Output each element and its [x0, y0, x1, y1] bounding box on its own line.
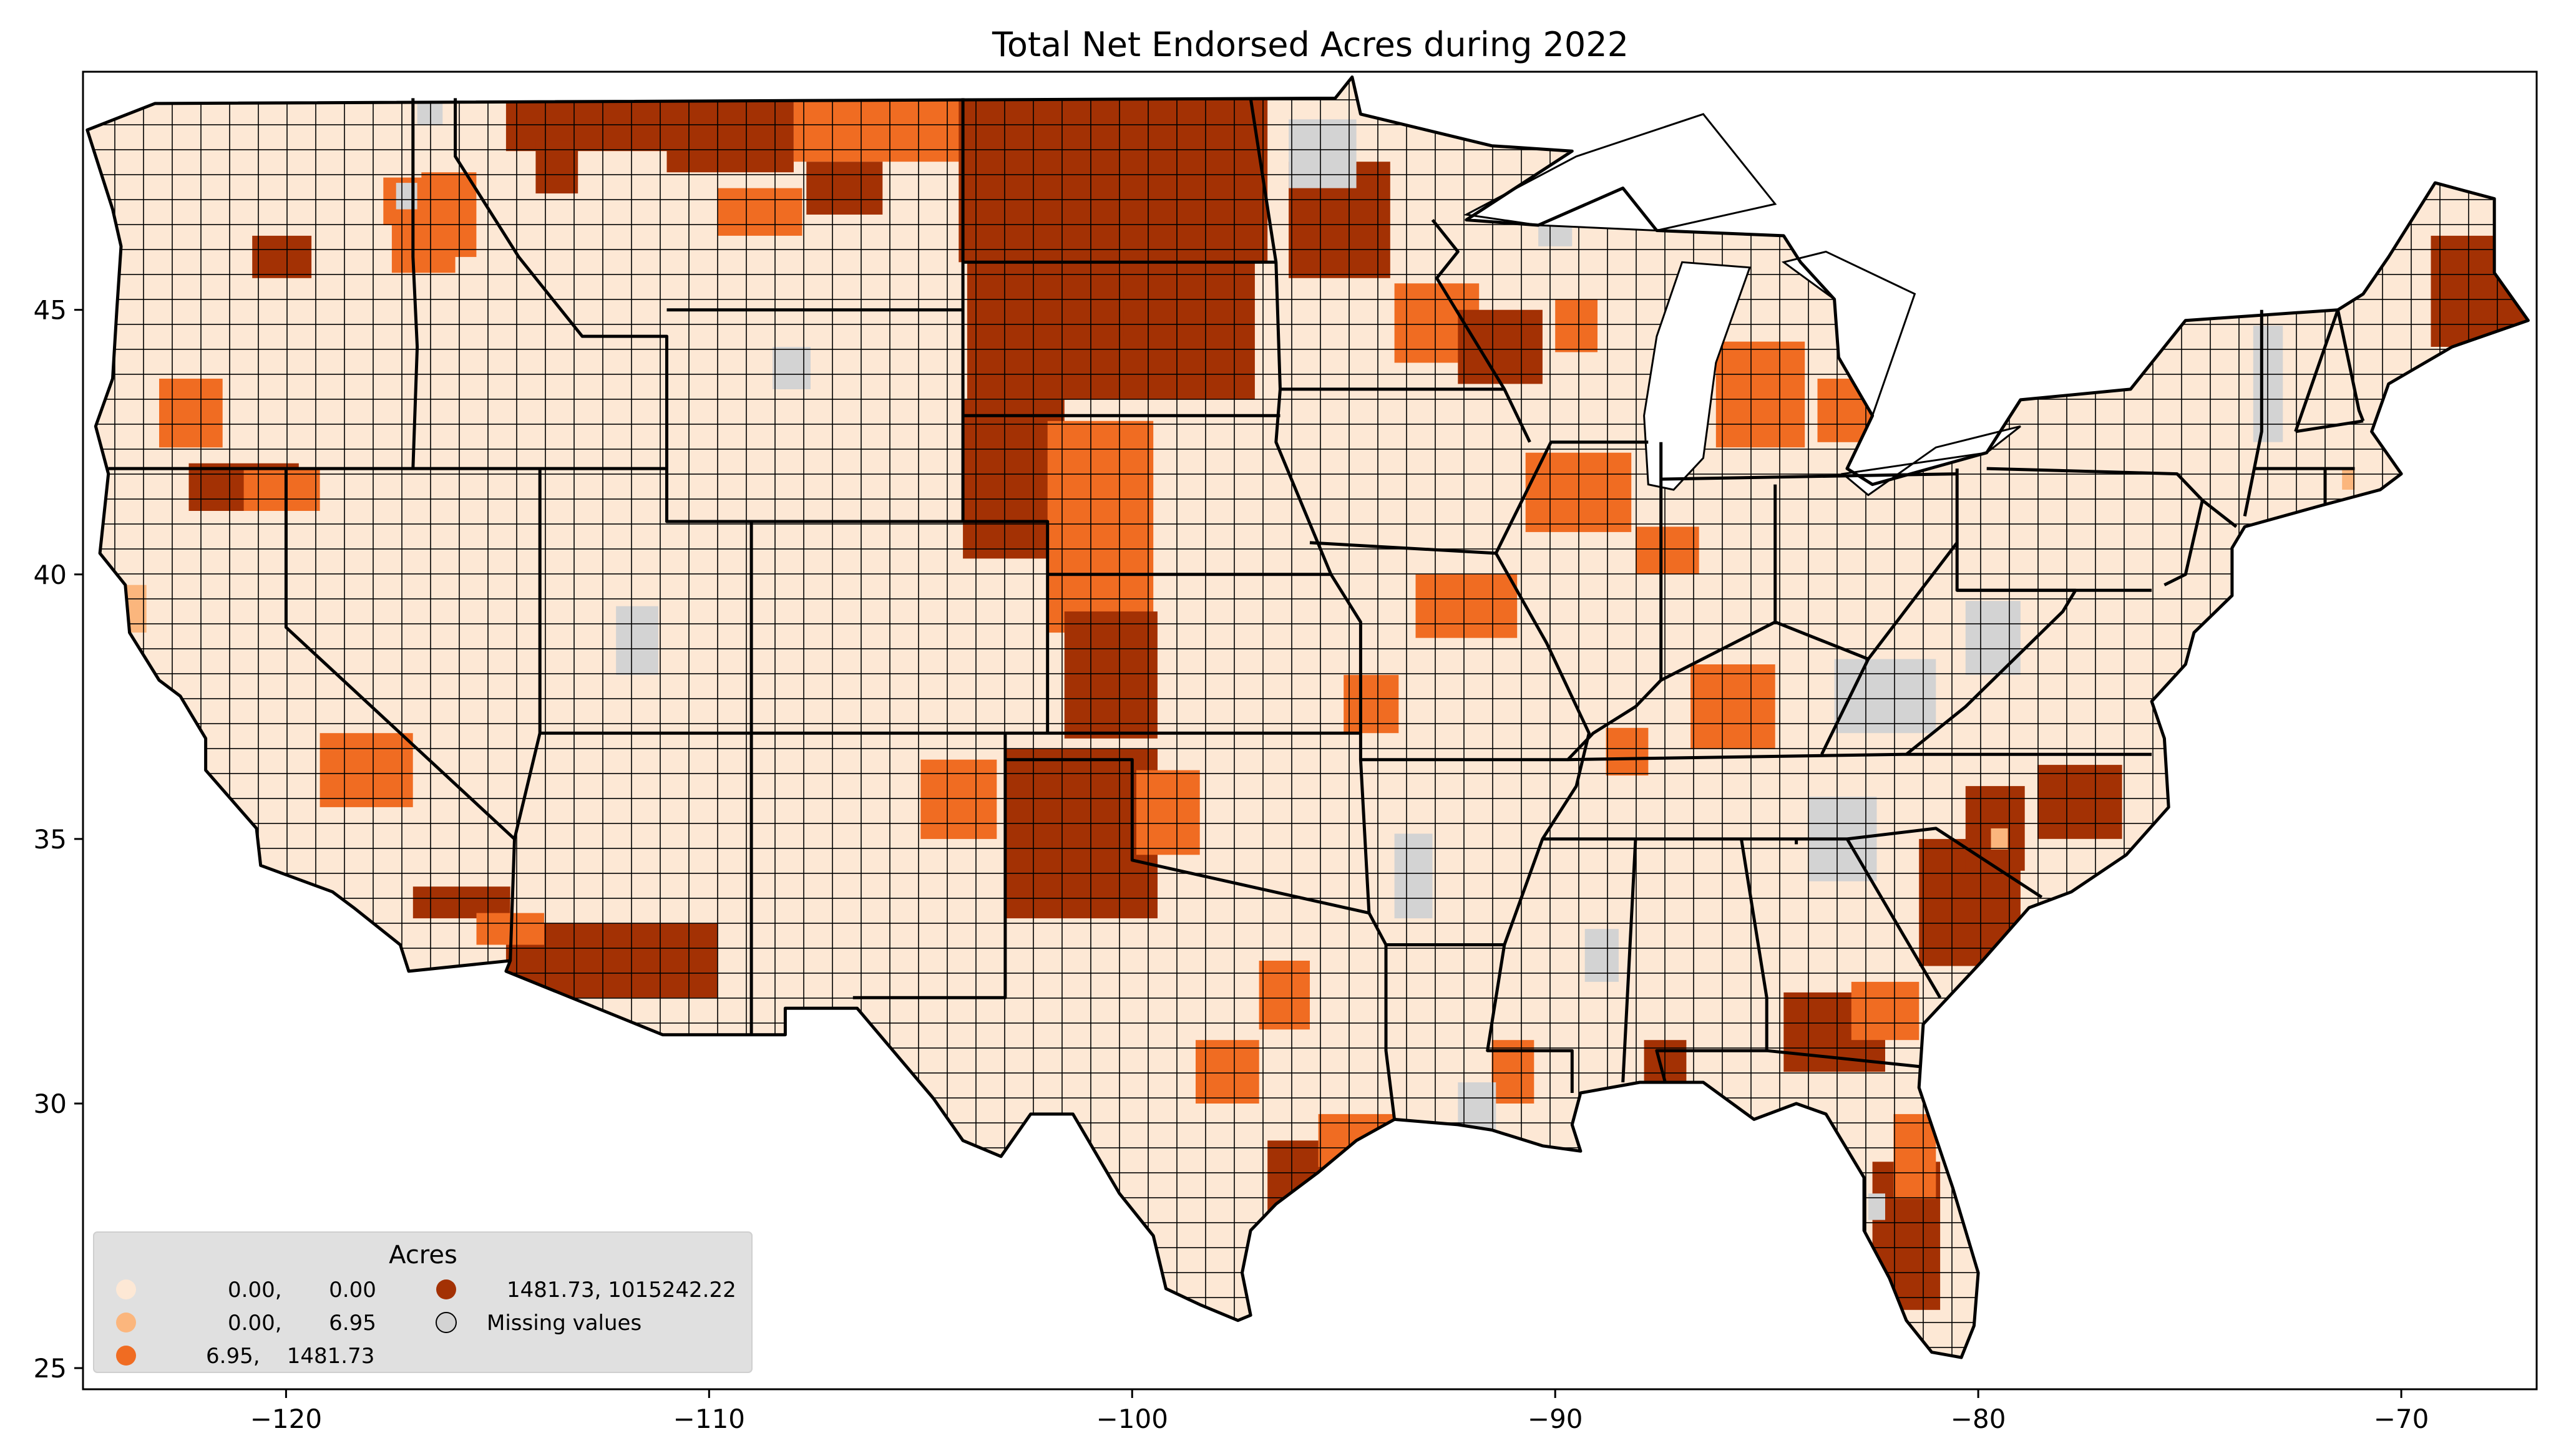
- state-border-32: [1905, 542, 2077, 756]
- state-border-6: [666, 520, 753, 1035]
- x-tick-label: −120: [250, 1404, 322, 1434]
- state-border-13: [1005, 758, 1370, 915]
- map-title: Total Net Endorsed Acres during 2022: [992, 25, 1629, 64]
- state-borders: [108, 98, 2365, 1120]
- x-tick-label: −100: [1096, 1404, 1168, 1434]
- legend-title: Acres: [389, 1241, 457, 1269]
- x-tick-label: −70: [2374, 1404, 2429, 1434]
- y-tick-label: 25: [34, 1353, 67, 1384]
- state-border-16: [1309, 440, 1649, 555]
- state-border-0: [411, 98, 419, 469]
- legend-label-class2: 6.95, 1481.73: [206, 1344, 374, 1369]
- state-border-26: [1621, 838, 1637, 1083]
- legend-box: [93, 1231, 753, 1373]
- state-border-17: [1431, 218, 1531, 443]
- state-border-41: [2294, 309, 2339, 432]
- legend-swatch-class1: [116, 1313, 136, 1332]
- lake-shape: [1840, 425, 2021, 497]
- x-tick-label: −90: [1528, 1404, 1583, 1434]
- state-border-35: [2163, 500, 2204, 586]
- state-border-28: [1766, 1049, 1919, 1069]
- x-axis: −120 −110 −100 −90 −80 −70: [250, 1389, 2429, 1434]
- y-tick-label: 45: [34, 295, 67, 326]
- state-border-39: [2295, 419, 2364, 434]
- state-border-9: [852, 733, 1007, 999]
- legend: Acres 0.00, 0.00 0.00, 6.95 6.95, 1481.7…: [93, 1231, 753, 1373]
- y-axis: 25 30 35 40 45: [34, 295, 83, 1384]
- state-border-3: [509, 468, 542, 961]
- legend-label-class0: 0.00, 0.00: [228, 1278, 376, 1303]
- us-outline: [85, 75, 2530, 1359]
- legend-swatch-class2: [116, 1346, 136, 1366]
- legend-label-missing: Missing values: [487, 1311, 641, 1336]
- y-tick-label: 35: [34, 824, 67, 855]
- state-border-34: [1986, 467, 2238, 528]
- legend-label-class3: 1481.73, 1015242.22: [507, 1278, 736, 1303]
- x-tick-label: −80: [1951, 1404, 2006, 1434]
- x-tick-label: −110: [673, 1404, 745, 1434]
- great-lakes: [1463, 113, 2021, 497]
- legend-swatch-missing: [436, 1312, 457, 1333]
- state-border-2: [284, 468, 516, 840]
- state-border-31: [1820, 658, 1870, 755]
- state-border-14: [1249, 98, 1397, 1120]
- legend-swatch-class0: [116, 1279, 136, 1299]
- y-tick-label: 30: [34, 1089, 67, 1119]
- state-border-40: [2336, 309, 2365, 422]
- state-border-36: [2243, 309, 2263, 517]
- y-tick-label: 40: [34, 560, 67, 590]
- state-border-29: [1845, 838, 1942, 999]
- legend-swatch-class3: [436, 1279, 456, 1299]
- legend-label-class1: 0.00, 6.95: [228, 1311, 376, 1336]
